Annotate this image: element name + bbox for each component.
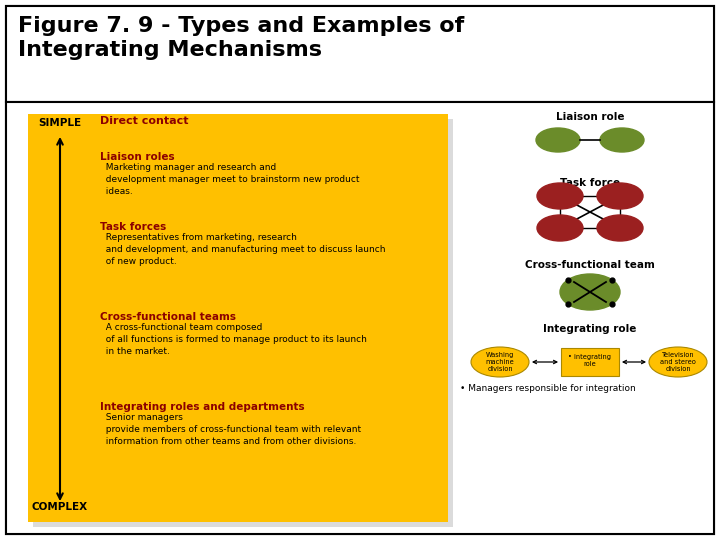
Text: Figure 7. 9 - Types and Examples of: Figure 7. 9 - Types and Examples of — [18, 16, 464, 36]
Text: Cross-functional teams: Cross-functional teams — [100, 312, 236, 322]
Bar — [6, 102, 714, 534]
Text: Liaison roles: Liaison roles — [100, 152, 175, 162]
Text: Representatives from marketing, research
  and development, and manufacturing me: Representatives from marketing, research… — [100, 233, 385, 266]
Text: A cross-functional team composed
  of all functions is formed to manage product : A cross-functional team composed of all … — [100, 323, 367, 356]
Text: Marketing manager and research and
  development manager meet to brainstorm new : Marketing manager and research and devel… — [100, 163, 359, 195]
Text: • integrating
role: • integrating role — [569, 354, 611, 367]
Ellipse shape — [560, 274, 620, 310]
Text: Integrating roles and departments: Integrating roles and departments — [100, 402, 305, 412]
Text: Task forces: Task forces — [100, 222, 166, 232]
Text: Senior managers
  provide members of cross-functional team with relevant
  infor: Senior managers provide members of cross… — [100, 413, 361, 446]
Ellipse shape — [537, 215, 583, 241]
Text: • Managers responsible for integration: • Managers responsible for integration — [460, 384, 636, 393]
Ellipse shape — [649, 347, 707, 377]
Ellipse shape — [597, 215, 643, 241]
Text: Washing
machine
division: Washing machine division — [485, 352, 514, 372]
Text: Integrating Mechanisms: Integrating Mechanisms — [18, 40, 322, 60]
Ellipse shape — [597, 183, 643, 209]
Bar — [28, 114, 448, 522]
Text: Television
and stereo
division: Television and stereo division — [660, 352, 696, 372]
Text: Liaison role: Liaison role — [556, 112, 624, 122]
Text: Integrating role: Integrating role — [544, 324, 636, 334]
Text: Direct contact: Direct contact — [100, 116, 189, 126]
Ellipse shape — [536, 128, 580, 152]
Text: SIMPLE: SIMPLE — [38, 118, 81, 128]
Text: Cross-functional team: Cross-functional team — [525, 260, 655, 270]
Ellipse shape — [537, 183, 583, 209]
Text: COMPLEX: COMPLEX — [32, 502, 88, 512]
Bar — [33, 119, 453, 527]
FancyBboxPatch shape — [561, 348, 619, 376]
Ellipse shape — [471, 347, 529, 377]
Ellipse shape — [600, 128, 644, 152]
Bar — [6, 6, 714, 102]
Text: Task force: Task force — [560, 178, 620, 188]
